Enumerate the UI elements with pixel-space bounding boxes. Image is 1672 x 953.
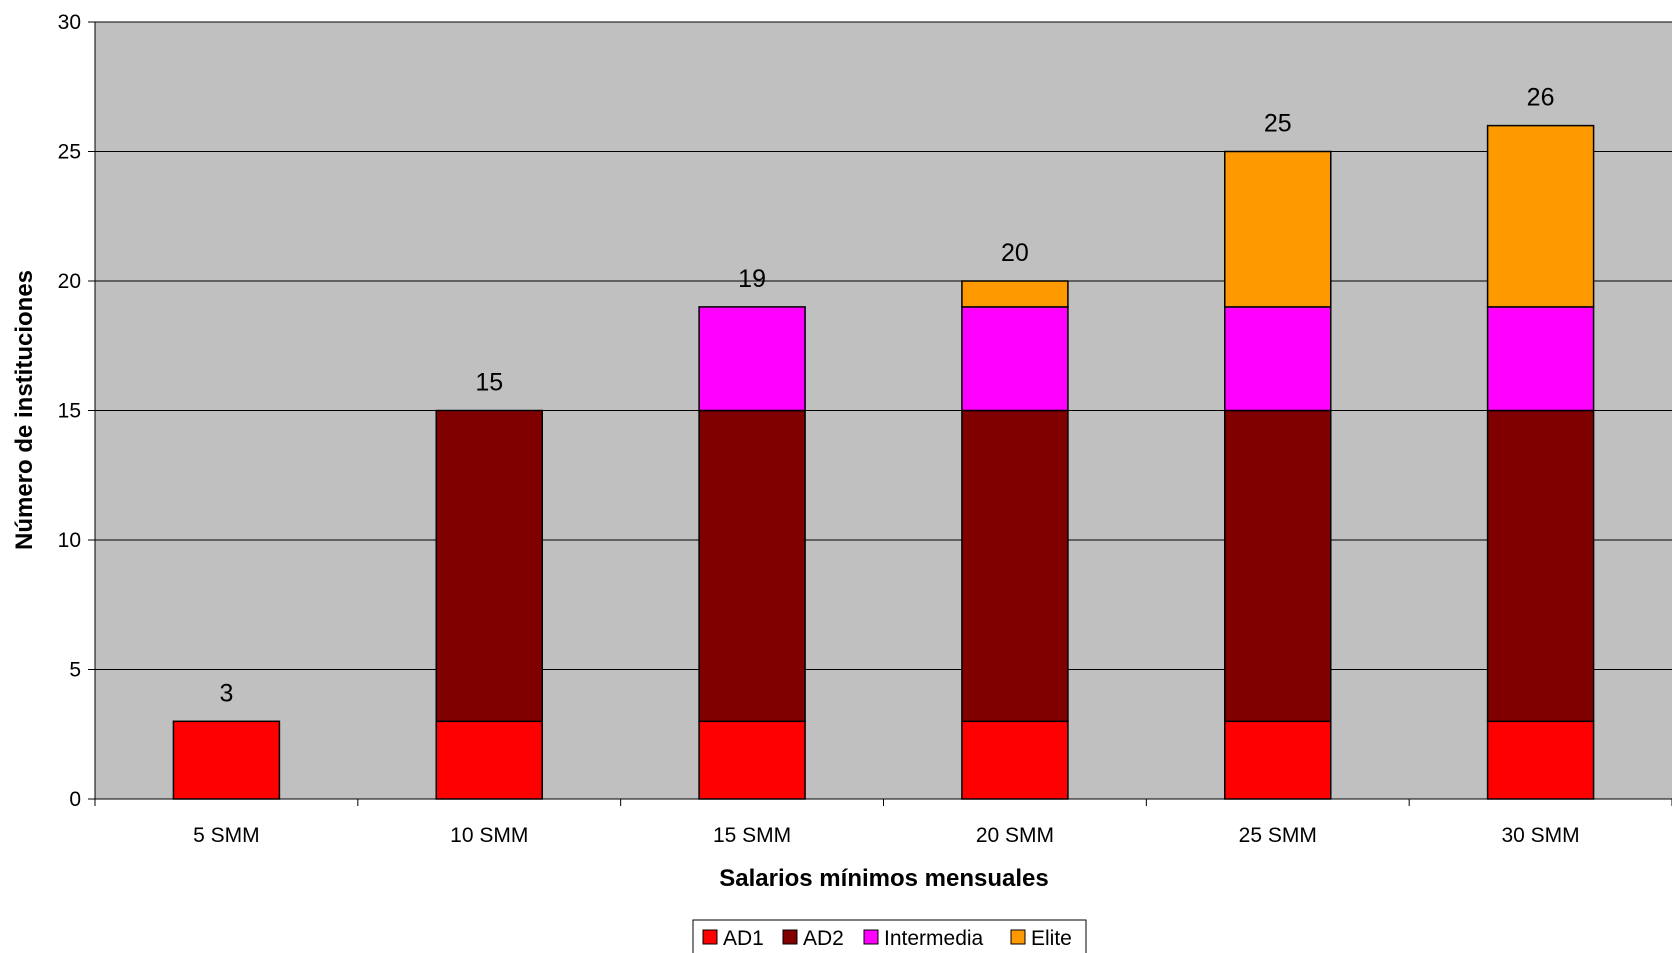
legend-swatch-ad2: [782, 929, 798, 945]
y-tick-label: 20: [58, 270, 81, 293]
bar-ad1-20-smm: [961, 720, 1069, 800]
bar-intermedia-15-smm: [698, 306, 806, 412]
bar-ad2-25-smm: [1224, 409, 1332, 723]
total-label: 25: [1264, 110, 1292, 138]
data-labels: 3 15 19 20 25 26: [219, 84, 1554, 708]
x-axis-title: Salarios mínimos mensuales: [719, 865, 1048, 892]
total-label: 15: [475, 369, 503, 397]
x-tick-label: 15 SMM: [713, 824, 791, 847]
x-tick-label: 30 SMM: [1501, 824, 1579, 847]
bar-intermedia-25-smm: [1224, 306, 1332, 412]
legend-label-elite: Elite: [1031, 927, 1072, 950]
y-tick-label: 10: [58, 529, 81, 552]
bar-elite-25-smm: [1224, 150, 1332, 308]
x-tick-label: 5 SMM: [193, 824, 260, 847]
legend: AD1 AD2 Intermedia Elite: [692, 919, 1087, 953]
bar-elite-30-smm: [1486, 124, 1595, 308]
bar-intermedia-20-smm: [961, 306, 1069, 412]
bar-ad1-5-smm: [172, 720, 281, 800]
x-axis: 5 SMM 10 SMM 15 SMM 20 SMM 25 SMM 30 SMM: [94, 798, 1672, 847]
total-label: 3: [219, 679, 233, 707]
legend-swatch-ad1: [702, 929, 718, 945]
y-axis-title: Número de instituciones: [11, 270, 38, 550]
total-label: 20: [1001, 239, 1029, 267]
bar-ad2-15-smm: [698, 409, 806, 723]
y-tick-label: 5: [69, 659, 81, 682]
bar-intermedia-30-smm: [1486, 306, 1595, 412]
legend-label-ad2: AD2: [803, 927, 844, 950]
bar-ad1-30-smm: [1486, 720, 1595, 800]
legend-swatch-elite: [1010, 929, 1026, 945]
bar-elite-20-smm: [961, 280, 1069, 308]
bar-ad1-10-smm: [435, 720, 543, 800]
bar-ad2-20-smm: [961, 409, 1069, 723]
y-tick-label: 30: [58, 11, 81, 34]
bars: [172, 124, 1595, 800]
total-label: 19: [738, 265, 766, 293]
legend-swatch-intermedia: [863, 929, 879, 945]
bar-ad1-15-smm: [698, 720, 806, 800]
x-tick-label: 20 SMM: [976, 824, 1054, 847]
total-label: 26: [1527, 84, 1555, 112]
y-tick-label: 25: [58, 141, 81, 164]
y-tick-label: 0: [69, 788, 81, 811]
bar-ad1-25-smm: [1224, 720, 1332, 800]
x-tick-label: 10 SMM: [450, 824, 528, 847]
gridlines: [95, 21, 1672, 670]
legend-label-ad1: AD1: [723, 927, 764, 950]
x-tick-label: 25 SMM: [1239, 824, 1317, 847]
bar-ad2-10-smm: [435, 409, 543, 723]
y-axis: 0 5 10 15 20 25 30: [58, 11, 96, 811]
legend-label-intermedia: Intermedia: [884, 927, 984, 950]
y-tick-label: 15: [58, 400, 81, 423]
bar-ad2-30-smm: [1486, 409, 1595, 723]
